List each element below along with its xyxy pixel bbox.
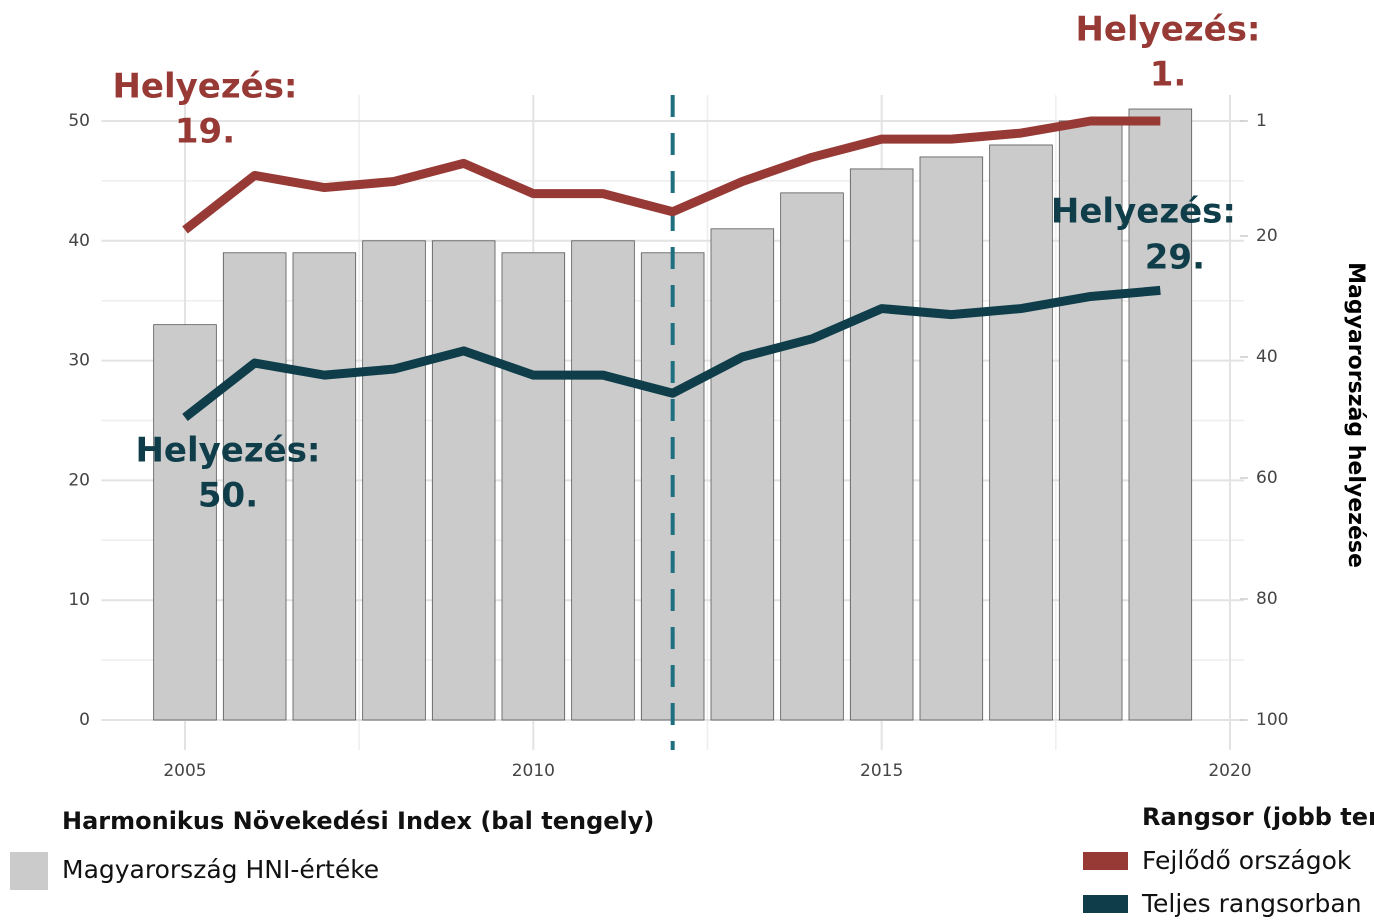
x-tick-label: 2010: [512, 761, 555, 781]
bar: [153, 324, 217, 721]
y-tick-label: 0: [79, 710, 90, 730]
annotation: 19.: [175, 112, 235, 152]
legend-swatch: [10, 852, 48, 890]
legend-label: Fejlődő országok: [1142, 846, 1352, 875]
legend-swatch: [1083, 852, 1128, 870]
y2-tick-label: 80: [1256, 589, 1278, 609]
bar: [919, 156, 984, 721]
legend-title: Rangsor (jobb tengely): [1142, 803, 1374, 831]
line: [182, 116, 1161, 234]
x-tick-label: 2015: [860, 761, 903, 781]
annotation: Helyezés:: [135, 431, 320, 471]
line: [182, 285, 1161, 422]
annotation: 29.: [1145, 238, 1205, 278]
y-tick-label: 10: [68, 590, 90, 610]
legend-title: Harmonikus Növekedési Index (bal tengely…: [62, 807, 654, 835]
bar: [292, 252, 357, 721]
y2-axis-label: Magyarország helyezése: [1343, 262, 1368, 568]
bar: [501, 252, 566, 721]
bar: [431, 240, 496, 721]
bar: [849, 168, 914, 721]
bar: [1128, 108, 1193, 721]
y-tick-label: 20: [68, 470, 90, 490]
y-tick-label: 40: [68, 231, 90, 251]
y-tick-label: 30: [68, 351, 90, 371]
annotation: Helyezés:: [1075, 10, 1260, 50]
y-tick-label: 50: [68, 111, 90, 131]
x-tick-label: 2005: [163, 761, 206, 781]
bar: [989, 144, 1053, 721]
annotation: Helyezés:: [112, 67, 297, 107]
x-tick-label: 2020: [1208, 761, 1251, 781]
y2-tick-label: 20: [1256, 226, 1278, 246]
annotation: Helyezés:: [1051, 192, 1236, 232]
annotation: 50.: [198, 476, 258, 516]
bar: [571, 240, 635, 721]
bar: [222, 252, 287, 721]
bar: [780, 192, 844, 721]
bar: [710, 228, 775, 721]
y2-tick-label: 60: [1256, 468, 1278, 488]
bar: [1058, 120, 1123, 721]
annotation: 1.: [1150, 55, 1187, 95]
y2-tick-label: 40: [1256, 347, 1278, 367]
y2-tick-label: 100: [1256, 710, 1288, 730]
bar: [362, 240, 426, 721]
legend-swatch: [1083, 895, 1128, 913]
y2-tick-label: 1: [1256, 111, 1267, 131]
legend-label: Magyarország HNI-értéke: [62, 855, 379, 884]
legend-label: Teljes rangsorban: [1141, 889, 1362, 918]
